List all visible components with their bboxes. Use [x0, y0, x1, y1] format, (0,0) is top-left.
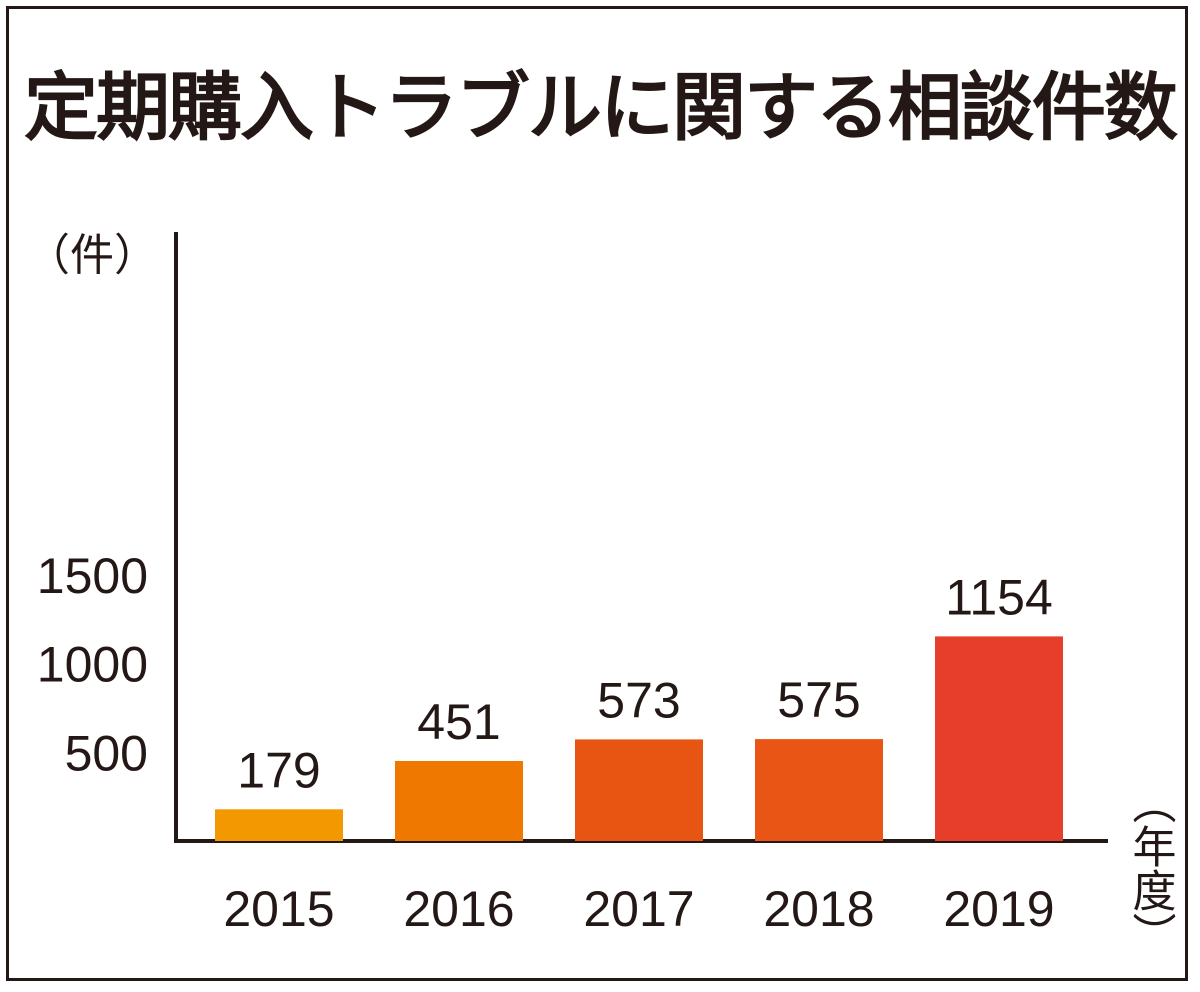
bar-2017 [575, 739, 703, 841]
x-axis-unit-label: （年度） [1125, 780, 1176, 956]
bar-2016 [395, 761, 523, 841]
bar-2015 [215, 809, 343, 841]
y-axis-unit-label: （件） [26, 230, 158, 281]
bar-value-label: 575 [777, 672, 860, 728]
x-tick-label: 2016 [403, 881, 514, 937]
x-tick-label: 2019 [943, 881, 1054, 937]
y-tick-label: 1000 [37, 637, 148, 693]
bar-value-label: 451 [417, 694, 500, 750]
y-tick-label: 500 [65, 725, 148, 781]
bar-2018 [755, 739, 883, 841]
bar-2019 [935, 636, 1063, 841]
x-tick-label: 2018 [763, 881, 874, 937]
chart-title: 定期購入トラブルに関する相談件数 [24, 65, 1178, 151]
bar-value-label: 179 [237, 742, 320, 798]
bar-value-label: 573 [597, 672, 680, 728]
x-tick-label: 2017 [583, 881, 694, 937]
bar-value-label: 1154 [945, 569, 1053, 625]
y-tick-label: 1500 [37, 548, 148, 604]
x-tick-label: 2015 [223, 881, 334, 937]
